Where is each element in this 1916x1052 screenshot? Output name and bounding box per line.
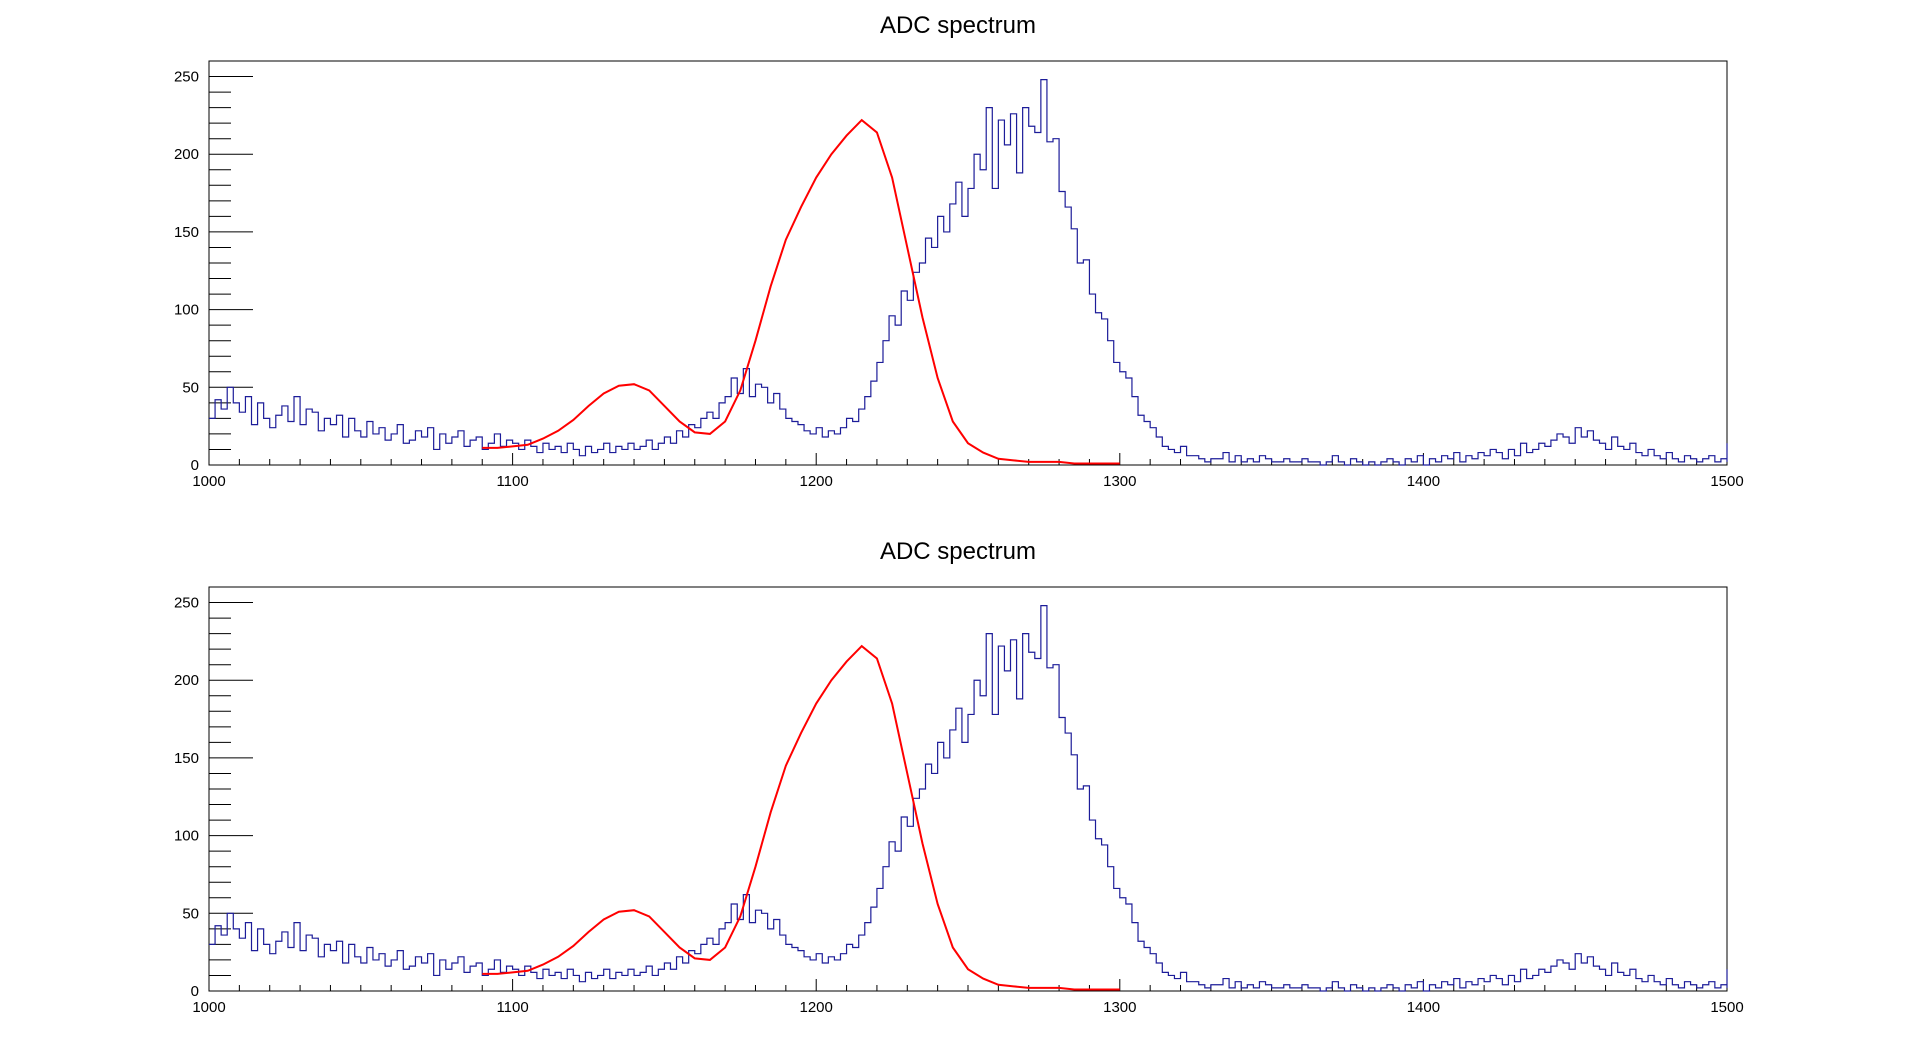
histogram-plot: 0 50 100 150 200 250 1000 1100 1200 1300 1400 1500 — [174, 60, 1744, 490]
x-tick-label: 1400 — [1407, 473, 1440, 490]
x-tick-label: 1000 — [192, 473, 225, 490]
fit-curve — [482, 118, 1120, 465]
y-tick-label: 0 — [191, 457, 199, 474]
histogram-series — [209, 605, 1728, 992]
y-tick-label: 100 — [174, 302, 199, 319]
x-tick-label: 1500 — [1710, 999, 1743, 1016]
x-tick-label: 1100 — [496, 999, 528, 1016]
y-tick-label: 150 — [174, 750, 199, 767]
y-tick-label: 100 — [174, 828, 199, 845]
x-tick-label: 1200 — [800, 999, 833, 1016]
x-tick-label: 1000 — [192, 999, 225, 1016]
x-tick-label: 1300 — [1103, 473, 1136, 490]
x-tick-label: 1200 — [800, 473, 833, 490]
y-tick-label: 50 — [182, 379, 199, 396]
histogram-pad-bottom: ADC spectrum 0 50 100 150 200 250 1000 1100 1200… — [0, 526, 1916, 1052]
histogram-pad-top: ADC spectrum 0 50 100 150 200 250 1000 1100 1200… — [174, 12, 1744, 490]
x-tick-label: 1100 — [496, 473, 528, 490]
y-tick-label: 250 — [174, 69, 199, 86]
x-tick-label: 1300 — [1103, 999, 1136, 1016]
y-tick-label: 0 — [191, 983, 199, 1000]
y-tick-label: 150 — [174, 224, 199, 241]
chart-title: ADC spectrum — [879, 538, 1037, 565]
y-tick-label: 200 — [174, 146, 199, 163]
y-tick-label: 50 — [182, 905, 199, 922]
x-tick-label: 1500 — [1710, 473, 1743, 490]
x-tick-label: 1400 — [1407, 999, 1440, 1016]
chart-title: ADC spectrum — [879, 12, 1037, 39]
histogram-series — [209, 79, 1728, 466]
plot-frame — [208, 586, 1728, 992]
fit-curve — [482, 644, 1120, 991]
y-tick-label: 250 — [174, 595, 199, 612]
histogram-plot: 0 50 100 150 200 250 1000 1100 1200 1300 1400 1500 — [174, 586, 1744, 1016]
plot-frame — [208, 60, 1728, 466]
y-tick-label: 200 — [174, 672, 199, 689]
